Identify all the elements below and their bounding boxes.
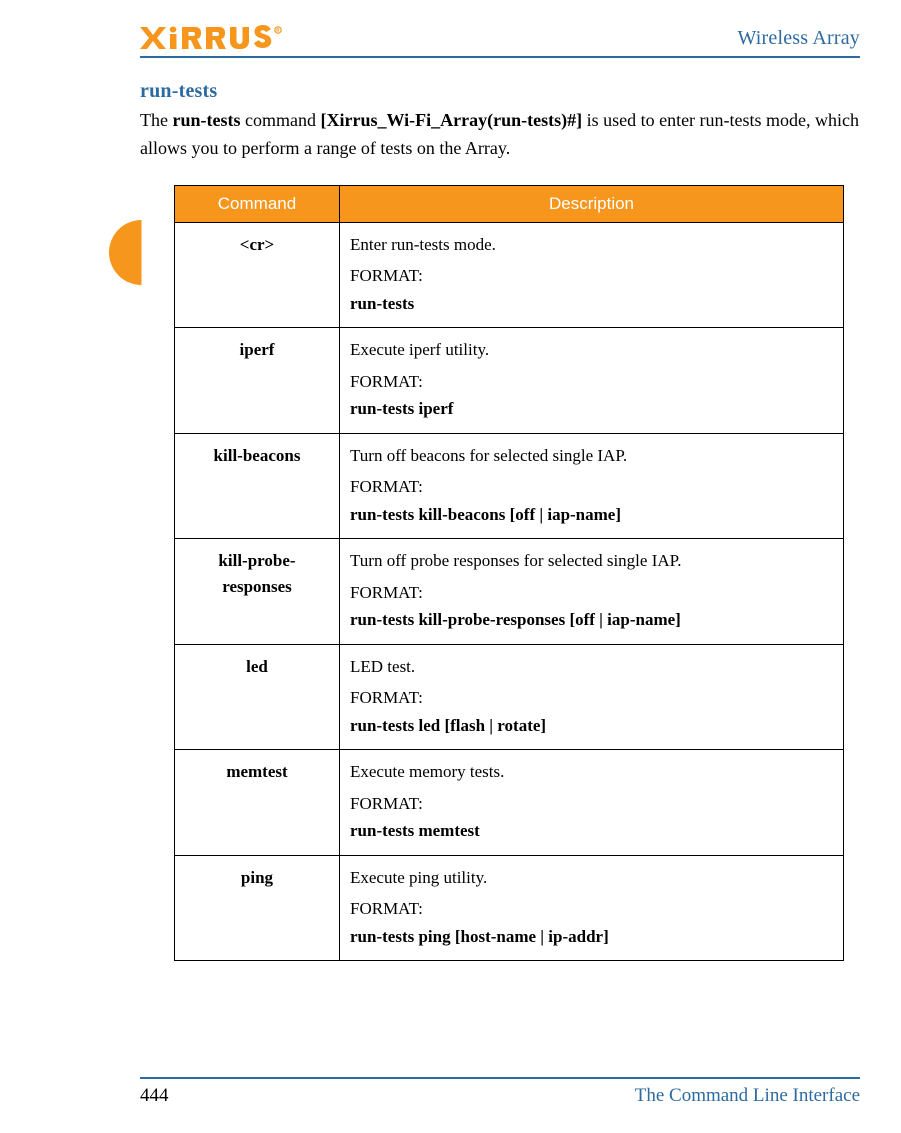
desc-summary: Turn off beacons for selected single IAP… xyxy=(350,443,833,469)
page-footer: 444 The Command Line Interface xyxy=(140,1077,860,1107)
table-row: <cr> Enter run-tests mode. FORMAT:run-test… xyxy=(175,222,844,328)
cell-command: iperf xyxy=(175,328,340,434)
desc-format: run-tests memtest xyxy=(350,818,833,844)
cell-description: Enter run-tests mode. FORMAT:run-tests xyxy=(340,222,844,328)
desc-summary: LED test. xyxy=(350,654,833,680)
page-header: Wireless Array xyxy=(140,22,860,54)
footer-title: The Command Line Interface xyxy=(635,1085,860,1107)
desc-format: run-tests led [flash | rotate] xyxy=(350,713,833,739)
cell-description: Execute iperf utility. FORMAT:run-tests i… xyxy=(340,328,844,434)
intro-cmd: run-tests xyxy=(172,110,240,130)
desc-format-label: FORMAT: xyxy=(350,791,833,817)
intro-prompt: [Xirrus_Wi-Fi_Array(run-tests)#] xyxy=(320,110,582,130)
col-command: Command xyxy=(175,185,340,222)
footer-rule xyxy=(140,1077,860,1079)
header-rule xyxy=(140,56,860,58)
desc-summary: Execute memory tests. xyxy=(350,759,833,785)
desc-format-label: FORMAT: xyxy=(350,474,833,500)
desc-summary: Turn off probe responses for selected si… xyxy=(350,548,833,574)
table-header-row: Command Description xyxy=(175,185,844,222)
desc-format-label: FORMAT: xyxy=(350,580,833,606)
desc-format-label: FORMAT: xyxy=(350,263,833,289)
table-row: ping Execute ping utility. FORMAT:run-tes… xyxy=(175,855,844,961)
cell-command: ping xyxy=(175,855,340,961)
desc-format-label: FORMAT: xyxy=(350,685,833,711)
table-row: iperf Execute iperf utility. FORMAT:run-t… xyxy=(175,328,844,434)
cell-command: <cr> xyxy=(175,222,340,328)
command-table: Command Description <cr>Enter run-tests … xyxy=(174,185,844,962)
section-title: run-tests xyxy=(140,80,860,103)
intro-mid: command xyxy=(240,110,320,130)
cell-description: LED test. FORMAT:run-tests led [flash | r… xyxy=(340,644,844,750)
intro-pre: The xyxy=(140,110,172,130)
cell-command: led xyxy=(175,644,340,750)
col-description: Description xyxy=(340,185,844,222)
page-number: 444 xyxy=(140,1085,169,1107)
desc-summary: Enter run-tests mode. xyxy=(350,232,833,258)
desc-format-label: FORMAT: xyxy=(350,896,833,922)
table-row: memtest Execute memory tests. FORMAT:run-… xyxy=(175,750,844,856)
cell-description: Turn off beacons for selected single IAP… xyxy=(340,433,844,539)
brand-logo xyxy=(140,25,292,51)
desc-format: run-tests kill-probe-responses [off | ia… xyxy=(350,607,833,633)
cell-description: Execute ping utility. FORMAT:run-tests pi… xyxy=(340,855,844,961)
table-row: kill-probe-responses Turn off probe resp… xyxy=(175,539,844,645)
desc-summary: Execute ping utility. xyxy=(350,865,833,891)
cell-command: kill-beacons xyxy=(175,433,340,539)
desc-summary: Execute iperf utility. xyxy=(350,337,833,363)
intro-paragraph: The run-tests command [Xirrus_Wi-Fi_Arra… xyxy=(140,107,860,163)
desc-format: run-tests iperf xyxy=(350,396,833,422)
desc-format: run-tests ping [host-name | ip-addr] xyxy=(350,924,833,950)
desc-format-label: FORMAT: xyxy=(350,369,833,395)
table-row: led LED test. FORMAT:run-tests led [flash … xyxy=(175,644,844,750)
desc-format: run-tests kill-beacons [off | iap-name] xyxy=(350,502,833,528)
cell-description: Turn off probe responses for selected si… xyxy=(340,539,844,645)
command-table-wrap: Command Description <cr>Enter run-tests … xyxy=(174,185,844,962)
table-row: kill-beacons Turn off beacons for selecte… xyxy=(175,433,844,539)
cell-command: memtest xyxy=(175,750,340,856)
cell-description: Execute memory tests. FORMAT:run-tests me… xyxy=(340,750,844,856)
header-title: Wireless Array xyxy=(737,27,860,50)
xirrus-logo-icon xyxy=(140,25,292,51)
page-content: Wireless Array run-tests The run-tests c… xyxy=(140,22,860,961)
footer-row: 444 The Command Line Interface xyxy=(140,1085,860,1107)
desc-format: run-tests xyxy=(350,291,833,317)
cell-command: kill-probe-responses xyxy=(175,539,340,645)
